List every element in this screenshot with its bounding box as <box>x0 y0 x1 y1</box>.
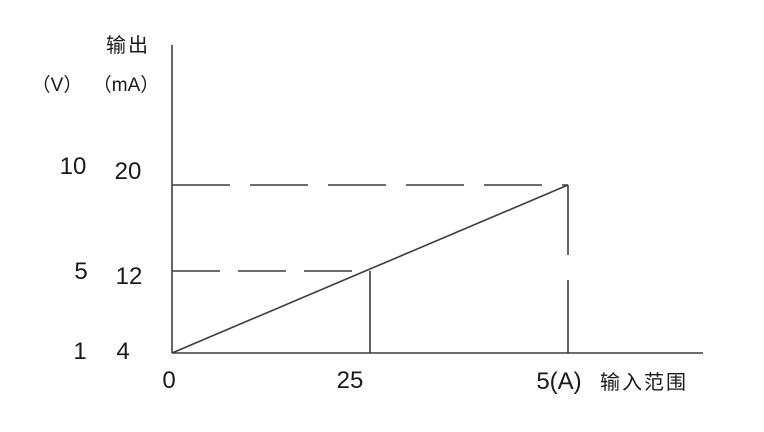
x-tick-25: 25 <box>336 367 364 394</box>
transfer-line <box>171 184 569 354</box>
v-tick-1: 1 <box>73 338 87 365</box>
v-tick-10: 10 <box>59 153 87 180</box>
ma-tick-20: 20 <box>114 158 142 185</box>
ma-tick-4: 4 <box>116 338 130 365</box>
y-axis-unit-milliamps: （mA） <box>92 75 160 96</box>
x-tick-0: 0 <box>162 367 176 394</box>
x-axis-label: 输入范围 <box>600 372 688 394</box>
y-axis-title: 输出 <box>106 35 150 57</box>
y-axis-unit-volts: （V） <box>31 75 83 96</box>
x-tick-5A: 5(A) <box>536 368 582 395</box>
ma-tick-12: 12 <box>115 263 143 290</box>
v-tick-5: 5 <box>74 258 88 285</box>
